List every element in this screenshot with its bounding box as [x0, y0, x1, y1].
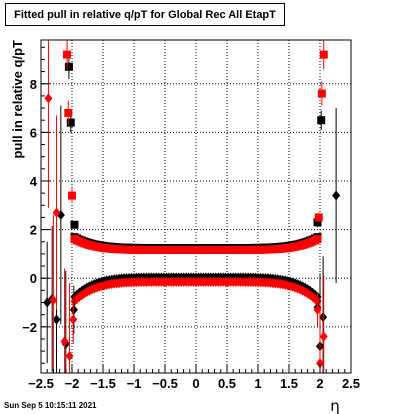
- x-tick-label: 1.5: [280, 376, 298, 391]
- y-axis-label: pull in relative q/pT: [10, 40, 25, 159]
- data-point: [317, 89, 326, 98]
- x-tick-label: −2: [65, 376, 80, 391]
- timestamp: Sun Sep 5 10:15:11 2021: [4, 401, 97, 410]
- y-tick-label: 4: [30, 174, 38, 189]
- x-tick-label: −0.5: [152, 376, 178, 391]
- chart-title: Fitted pull in relative q/pT for Global …: [5, 3, 285, 26]
- plot-frame: [40, 39, 352, 374]
- data-points: [43, 40, 341, 373]
- data-point: [314, 213, 323, 222]
- x-tick-label: 0.5: [218, 376, 236, 391]
- data-point: [64, 108, 73, 117]
- central-markers: [70, 233, 322, 307]
- y-tick-label: −2: [22, 320, 37, 335]
- x-tick-label: 0: [192, 376, 199, 391]
- x-tick-label: −1.5: [90, 376, 116, 391]
- y-tick-label: 0: [30, 271, 37, 286]
- data-point: [70, 220, 79, 229]
- data-point: [319, 50, 328, 59]
- grid: [41, 40, 351, 373]
- data-point: [64, 62, 73, 71]
- x-axis-label: η: [330, 397, 340, 414]
- data-point: [319, 331, 328, 342]
- data-point: [49, 295, 58, 306]
- data-point: [65, 350, 74, 361]
- x-tick-label: 2.5: [342, 376, 360, 391]
- central-marker-red: [313, 235, 322, 244]
- axis-ticks: [40, 46, 352, 373]
- data-point: [52, 314, 61, 325]
- data-point: [332, 190, 341, 201]
- data-point: [68, 191, 76, 200]
- y-tick-label: 2: [30, 223, 37, 238]
- x-tick-label: −2.5: [28, 376, 54, 391]
- data-point: [66, 118, 75, 127]
- data-point: [317, 116, 326, 125]
- data-point: [44, 93, 53, 104]
- y-tick-label: 8: [30, 77, 37, 92]
- data-point: [69, 314, 78, 325]
- x-tick-label: 1: [254, 376, 261, 391]
- data-point: [319, 312, 328, 323]
- data-point: [69, 304, 78, 315]
- tick-labels: −2.5 −2 −1.5 −1 −0.5 0 0.5 1 1.5 2 2.5 −2 0 2 4 6 8: [22, 77, 360, 391]
- data-point: [52, 207, 61, 218]
- data-point: [63, 50, 72, 59]
- x-tick-label: −1: [127, 376, 142, 391]
- y-tick-label: 6: [30, 125, 37, 140]
- data-point: [60, 336, 69, 347]
- x-tick-label: 2: [316, 376, 323, 391]
- data-point: [313, 218, 322, 227]
- data-point: [316, 358, 324, 369]
